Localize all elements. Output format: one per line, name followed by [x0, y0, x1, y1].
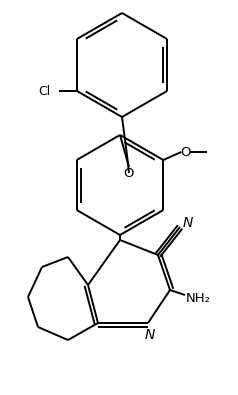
Text: Cl: Cl — [39, 85, 51, 98]
Text: NH₂: NH₂ — [185, 292, 210, 305]
Text: N: N — [183, 216, 193, 230]
Text: N: N — [145, 328, 155, 342]
Text: O: O — [124, 167, 134, 179]
Text: O: O — [180, 145, 191, 158]
